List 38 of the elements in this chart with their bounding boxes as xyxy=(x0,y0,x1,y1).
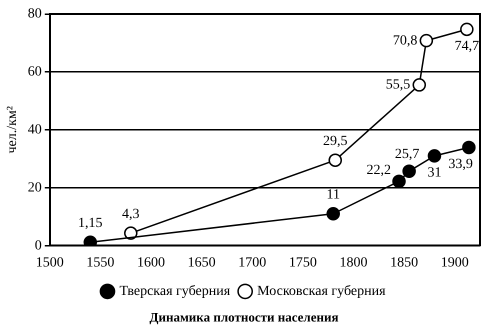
point xyxy=(392,174,406,188)
data-label: 33,9 xyxy=(448,157,473,172)
x-tick-label: 1550 xyxy=(86,256,114,271)
y-tick-label: 60 xyxy=(28,64,42,80)
text: Динамика плотности населения xyxy=(150,310,338,325)
legend-label: Московская губерния xyxy=(257,284,386,300)
point xyxy=(420,34,434,48)
point xyxy=(402,164,416,178)
data-label: 1,15 xyxy=(78,216,103,231)
data-label: 29,5 xyxy=(323,134,348,149)
point xyxy=(326,207,340,221)
data-label: 22,2 xyxy=(366,163,392,178)
point xyxy=(412,78,426,92)
data-label: 4,3 xyxy=(122,206,140,222)
y-tick-label: 40 xyxy=(28,122,42,138)
y-tick-label: 20 xyxy=(28,180,42,196)
y-tick-label: 0 xyxy=(34,238,42,254)
data-label: 25,7 xyxy=(394,146,420,162)
data-label: 31 xyxy=(427,166,442,181)
point xyxy=(328,153,342,167)
x-tick-label: 1600 xyxy=(137,256,166,271)
data-label: 11 xyxy=(326,187,340,202)
x-tick-label: 1500 xyxy=(36,256,64,271)
y-axis-title: чел./км² xyxy=(5,106,20,154)
x-tick-label: 1800 xyxy=(339,256,368,271)
point xyxy=(462,140,476,154)
point xyxy=(460,22,474,36)
x-tick-label: 1650 xyxy=(188,256,216,271)
x-tick-label: 1900 xyxy=(440,256,469,271)
data-label: 55,5 xyxy=(386,78,410,93)
data-label: 70,8 xyxy=(392,33,418,48)
x-tick-label: 1850 xyxy=(390,256,418,271)
data-label: 74,7 xyxy=(454,39,480,54)
x-tick-label: 1700 xyxy=(238,256,266,271)
legend-label: Тверская губерния xyxy=(119,284,231,300)
y-tick-label: 80 xyxy=(28,6,42,22)
x-tick-label: 1750 xyxy=(288,256,317,271)
point xyxy=(428,149,442,163)
